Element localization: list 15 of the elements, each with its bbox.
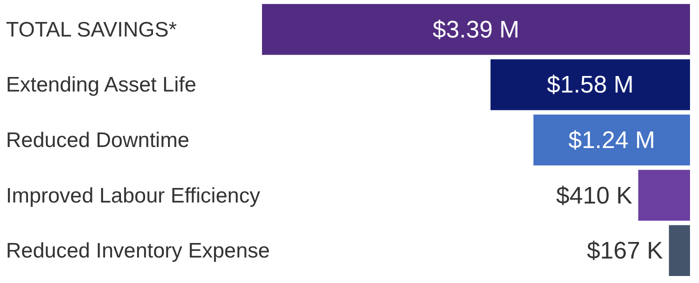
y-tick-label: TOTAL SAVINGS* (6, 18, 177, 42)
bar (262, 4, 690, 55)
y-tick-label: Extending Asset Life (6, 74, 196, 97)
data-label: $3.39 M (432, 16, 520, 44)
bar (638, 170, 690, 221)
data-label: $1.24 M (568, 127, 656, 154)
bar (490, 59, 690, 110)
y-tick-label: Improved Labour Efficiency (6, 184, 261, 208)
y-tick-label: Reduced Inventory Expense (6, 240, 270, 263)
data-label: $1.58 M (546, 72, 634, 99)
y-tick-label: Reduced Downtime (6, 129, 190, 152)
data-label: $167 K (586, 238, 663, 265)
data-label: $410 K (556, 182, 632, 210)
bar (533, 114, 690, 166)
bar (668, 225, 690, 276)
